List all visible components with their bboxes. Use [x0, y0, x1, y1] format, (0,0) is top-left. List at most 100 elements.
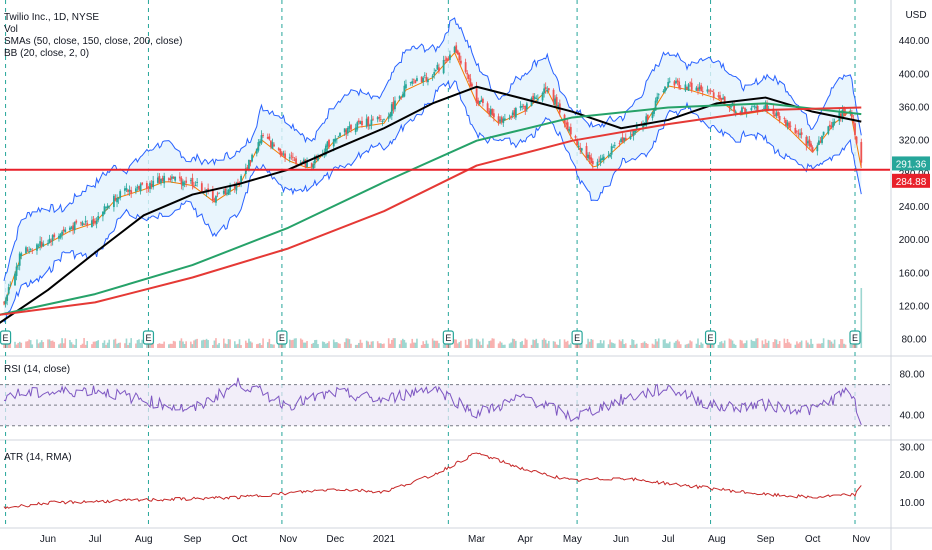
last-price-badge: 291.36	[892, 156, 930, 171]
volume-bar	[284, 342, 286, 348]
candle-body	[169, 178, 172, 181]
volume-bar	[183, 343, 186, 348]
earnings-marker[interactable]: E	[704, 330, 717, 345]
candle-body	[488, 110, 491, 115]
candle-body	[3, 302, 5, 304]
candle-body	[392, 101, 395, 110]
volume-bar	[701, 343, 704, 348]
candle-body	[174, 176, 177, 181]
volume-bar	[240, 344, 242, 348]
volume-bar	[499, 341, 501, 348]
candle-body	[53, 234, 56, 237]
candle-body	[83, 224, 85, 225]
sma-50-line	[0, 85, 862, 324]
volume-bar	[646, 343, 649, 348]
candle-body	[513, 110, 516, 116]
candle-body	[634, 130, 637, 133]
earnings-marker[interactable]: E	[0, 330, 12, 345]
volume-bar	[643, 341, 646, 348]
price-axis[interactable]: 80.00120.00160.00200.00240.00280.00320.0…	[892, 10, 930, 509]
atr-title[interactable]: ATR (14, RMA)	[4, 452, 72, 463]
rsi-title[interactable]: RSI (14, close)	[4, 364, 71, 375]
volume-bar	[205, 338, 208, 348]
volume-bar	[83, 338, 85, 348]
candle-body	[117, 197, 120, 200]
candle-body	[497, 116, 500, 123]
candle-body	[125, 188, 128, 190]
candle-body	[438, 67, 440, 72]
candle-body	[763, 107, 765, 109]
atr-pane[interactable]	[3, 452, 862, 510]
volume-bar	[654, 339, 657, 348]
volume-bar	[786, 338, 789, 348]
candle-body	[774, 114, 776, 117]
candle-body	[257, 142, 260, 151]
bb-legend[interactable]: BB (20, close, 2, 0)	[4, 48, 90, 59]
volume-bar	[742, 343, 745, 348]
candle-body	[796, 131, 798, 133]
candle-body	[123, 188, 126, 191]
candle-body	[229, 185, 231, 191]
earnings-marker[interactable]: E	[442, 330, 454, 345]
volume-bar	[629, 344, 632, 348]
volume-bar	[731, 340, 734, 348]
volume-bar	[28, 339, 30, 348]
volume-bar	[423, 343, 426, 348]
currency-label[interactable]: USD	[905, 10, 926, 21]
volume-bar	[103, 340, 106, 348]
rsi-pane[interactable]	[0, 377, 890, 427]
candle-body	[105, 207, 107, 208]
candle-body	[167, 178, 170, 180]
candle-body	[376, 117, 379, 120]
candle-body	[356, 122, 359, 130]
volume-bar	[478, 341, 481, 348]
time-tick-label: Dec	[326, 534, 344, 545]
volume-bar	[537, 343, 539, 348]
volume-bar	[402, 338, 404, 348]
candle-body	[778, 115, 781, 121]
volume-bar	[376, 341, 379, 348]
candle-body	[390, 104, 393, 116]
volume-bar	[565, 341, 567, 348]
candle-body	[277, 148, 280, 150]
candle-body	[284, 153, 286, 158]
volume-bar	[14, 341, 16, 348]
volume-bar	[788, 342, 790, 348]
volume-bar	[687, 343, 690, 348]
candle-body	[590, 157, 593, 164]
candle-body	[246, 167, 249, 169]
earnings-marker[interactable]: E	[571, 330, 583, 345]
candle-body	[679, 87, 682, 89]
volume-bar	[299, 338, 302, 348]
candle-body	[591, 160, 594, 165]
volume-bar	[326, 342, 329, 348]
vol-legend[interactable]: Vol	[4, 24, 18, 35]
candle-body	[282, 153, 285, 155]
candle-body	[237, 182, 239, 185]
earnings-marker[interactable]: E	[142, 330, 155, 345]
volume-bar	[94, 341, 96, 348]
candle-body	[469, 78, 472, 86]
candle-body	[819, 141, 822, 143]
candle-body	[158, 176, 161, 184]
candle-body	[657, 94, 660, 96]
volume-bar	[48, 339, 51, 348]
earnings-marker[interactable]: E	[276, 330, 288, 345]
volume-bar	[114, 338, 117, 348]
symbol-title[interactable]: Twilio Inc., 1D, NYSE	[4, 12, 100, 23]
volume-bar	[852, 343, 855, 348]
volume-bar	[526, 339, 528, 348]
volume-bar	[226, 344, 228, 348]
volume-bar	[185, 341, 187, 348]
sma-legend[interactable]: SMAs (50, close, 150, close, 200, close)	[4, 36, 183, 47]
candle-body	[744, 108, 747, 114]
time-axis[interactable]: Jun Jul Aug Sep Oct Nov Dec 2021 Mar Apr May Jun Jul…	[40, 534, 870, 545]
volume-bar	[581, 341, 583, 348]
candle-body	[18, 253, 21, 266]
earnings-marker[interactable]: E	[849, 330, 861, 345]
support-badge: 284.88	[892, 173, 930, 188]
volume-bar	[827, 339, 830, 348]
candle-body	[511, 112, 514, 116]
volume-bar	[70, 342, 73, 348]
